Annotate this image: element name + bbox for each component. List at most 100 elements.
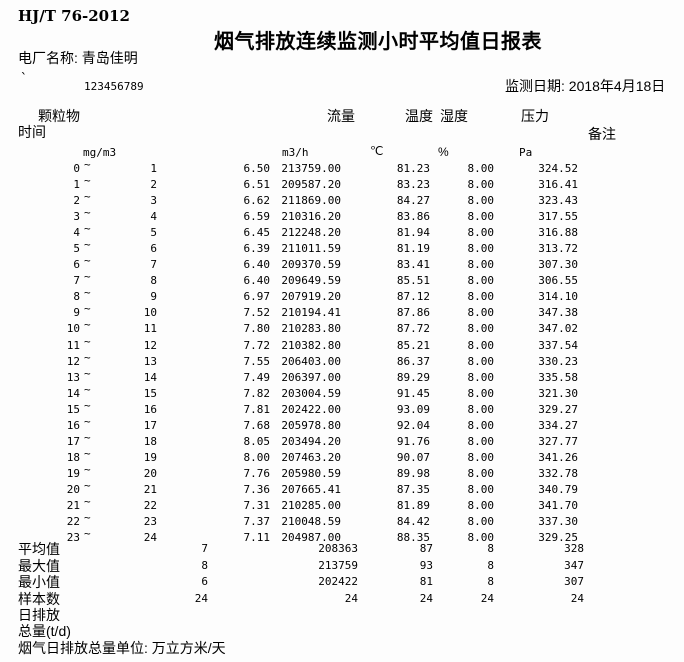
table-row: 16 ~17 7.68 205978.80 92.04 8.00 334.27 [0,414,684,434]
cell-pm: 7.36 [243,482,271,496]
table-row: 12 ~13 7.55 206403.00 86.37 8.00 330.23 [0,350,684,370]
cell-temperature: 86.37 [396,354,430,368]
cell-hour-end: 10 [143,306,157,320]
summary-pressure: 328 [564,542,584,555]
summary-pm: 6 [201,575,208,589]
cell-pressure: 316.41 [538,178,578,192]
cell-humidity: 8.00 [467,226,495,240]
cell-temperature: 81.89 [396,498,430,512]
summary-pm: 24 [194,591,208,605]
cell-hour-start: 6 [73,258,80,272]
cell-temperature: 84.42 [396,515,430,529]
cell-hour-end: 21 [143,482,157,496]
hour-range-tilde: ~ [84,350,91,364]
cell-hour-end: 7 [150,258,157,272]
summary-row: 样本数 24 24 24 24 24 [0,591,684,608]
column-header-pm: 颗粒物 [38,108,80,124]
cell-pressure: 323.43 [538,194,578,208]
cell-flow: 204987.00 [281,531,341,545]
cell-flow: 210048.59 [281,515,341,529]
cell-pressure: 329.25 [538,531,578,545]
cell-pm: 7.31 [243,498,271,512]
monitor-date-label: 监测日期: [505,78,565,94]
unit-humidity: % [438,145,449,159]
cell-pressure: 317.55 [538,210,578,224]
summary-label: 平均值 [18,541,60,557]
table-row: 0 ~1 6.50 213759.00 81.23 8.00 324.52 [0,158,684,177]
cell-flow: 210283.80 [281,322,341,336]
cell-hour-end: 19 [143,450,157,464]
cell-hour-end: 18 [143,434,157,448]
cell-pm: 7.68 [243,418,271,432]
summary-label: 最大值 [18,557,60,574]
hour-range-tilde: ~ [84,414,91,428]
cell-flow: 209370.59 [281,258,341,272]
table-row: 9 ~10 7.52 210194.41 87.86 8.00 347.38 [0,302,684,321]
cell-hour-end: 11 [143,322,157,336]
cell-hour-start: 3 [73,210,80,224]
cell-humidity: 8.00 [467,210,495,224]
cell-pm: 7.37 [243,515,271,529]
cell-pm: 7.81 [243,402,271,416]
cell-temperature: 81.23 [396,162,430,175]
monitor-date-value: 2018年4月18日 [568,78,666,94]
cell-hour-start: 2 [73,194,80,208]
hour-range-tilde: ~ [84,318,91,332]
cell-pressure: 341.70 [538,498,578,512]
table-row: 15 ~16 7.81 202422.00 93.09 8.00 329.27 [0,399,684,418]
summary-pm: 7 [201,542,208,555]
hourly-data-rows: 0 ~1 6.50 213759.00 81.23 8.00 324.52 1 ~2 6.51 20… [0,158,684,546]
cell-flow: 212248.20 [281,226,341,240]
cell-hour-start: 8 [73,290,80,304]
summary-label: 最小值 [18,574,60,591]
cell-humidity: 8.00 [467,515,495,529]
cell-humidity: 8.00 [467,242,495,256]
cell-temperature: 85.21 [396,338,430,352]
cell-pressure: 341.26 [538,450,578,464]
cell-temperature: 88.35 [396,531,430,545]
plant-name-label: 电厂名称: [18,50,78,66]
cell-hour-end: 13 [143,354,157,368]
cell-hour-start: 22 [66,515,80,529]
cell-pressure: 314.10 [538,290,578,304]
cell-pressure: 347.02 [538,322,578,336]
hour-range-tilde: ~ [84,222,91,236]
table-row: 19 ~20 7.76 205980.59 89.98 8.00 332.78 [0,463,684,482]
cell-humidity: 8.00 [467,386,495,400]
table-row: 6 ~7 6.40 209370.59 83.41 8.00 307.30 [0,254,684,273]
cell-humidity: 8.00 [467,354,495,368]
cell-humidity: 8.00 [467,434,495,448]
cell-hour-start: 18 [66,450,80,464]
cell-pressure: 330.23 [538,354,578,368]
cell-hour-start: 20 [66,482,80,496]
hour-range-tilde: ~ [84,174,91,188]
cell-hour-start: 11 [66,338,80,352]
cell-pressure: 329.27 [538,402,578,416]
unit-flow: m3/h [282,146,309,159]
cell-temperature: 83.86 [396,210,430,224]
summary-flow: 213759 [318,558,358,572]
summary-flow: 202422 [318,575,358,589]
table-row: 21 ~22 7.31 210285.00 81.89 8.00 341.70 [0,495,684,514]
column-header-remark: 备注 [588,126,616,142]
cell-hour-end: 23 [143,515,157,529]
cell-pressure: 313.72 [538,242,578,256]
cell-temperature: 92.04 [396,418,430,432]
cell-flow: 206403.00 [281,354,341,368]
cell-temperature: 83.23 [396,178,430,192]
cell-temperature: 87.35 [396,482,430,496]
hour-range-tilde: ~ [84,366,91,380]
unit-pressure: Pa [519,146,533,159]
summary-label: 样本数 [18,590,60,607]
cell-humidity: 8.00 [467,482,495,496]
hour-range-tilde: ~ [84,446,91,460]
cell-pm: 7.11 [243,531,271,545]
hour-range-tilde: ~ [84,382,91,396]
cell-flow: 210285.00 [281,498,341,512]
cell-pressure: 307.30 [538,258,578,272]
cell-hour-start: 23 [66,531,80,545]
cell-flow: 210382.80 [281,338,341,352]
cell-temperature: 84.27 [396,194,430,208]
cell-temperature: 83.41 [396,258,430,272]
cell-pm: 6.97 [243,290,271,304]
